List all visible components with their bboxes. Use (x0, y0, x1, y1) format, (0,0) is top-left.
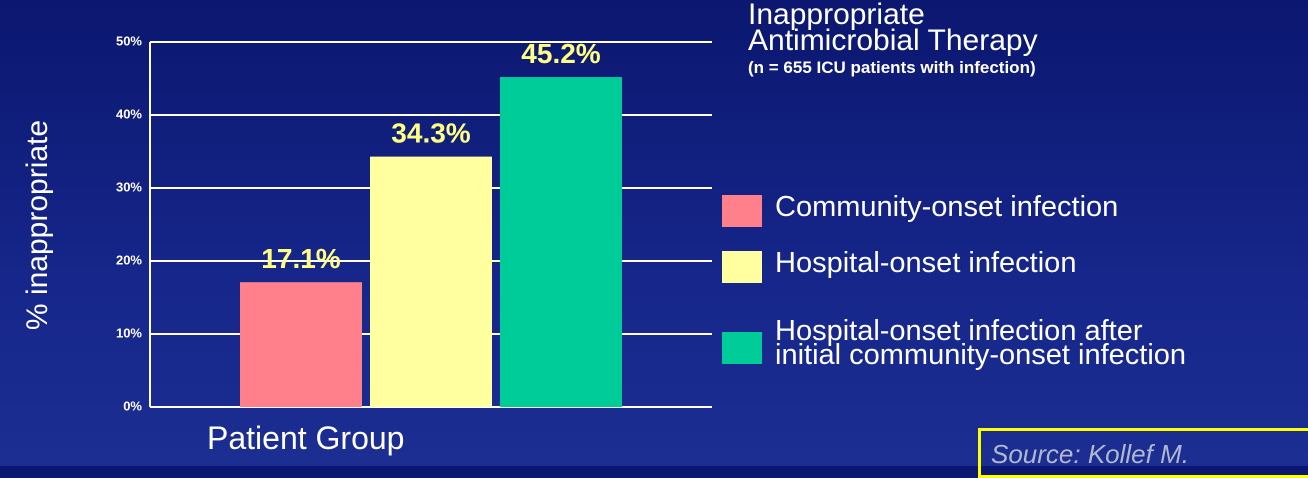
legend-label: Hospital-onset infection after initial c… (775, 315, 1187, 371)
chart: 0% 10% 20% 30% 40% 50% 17.1% 34.3% 45.2% (116, 33, 762, 413)
legend-label: Community-onset infection (775, 191, 1119, 223)
data-label: 17.1% (261, 243, 340, 274)
legend-swatch (722, 251, 762, 283)
bar (370, 156, 492, 407)
x-axis-label: Patient Group (207, 420, 405, 456)
chart-title: Inappropriate Antimicrobial Therapy (748, 0, 1038, 57)
y-tick-label: 30% (116, 179, 142, 194)
data-label: 34.3% (391, 118, 470, 149)
legend-swatch (722, 332, 762, 364)
source-box: Source: Kollef M. (978, 428, 1308, 478)
legend-swatch (722, 195, 762, 227)
bar (500, 77, 622, 407)
y-tick-label: 20% (116, 252, 142, 267)
y-tick-label: 40% (116, 106, 142, 121)
chart-subtitle: (n = 655 ICU patients with infection) (748, 58, 1036, 77)
y-tick-label: 10% (116, 325, 142, 340)
y-tick-label: 50% (116, 33, 142, 48)
legend-label: Hospital-onset infection (775, 247, 1077, 279)
source-text: Source: Kollef M. (991, 439, 1189, 469)
bar (240, 282, 362, 407)
y-tick-label: 0% (123, 398, 142, 413)
y-axis-label: % inappropriate (21, 119, 54, 331)
data-label: 45.2% (521, 38, 600, 69)
